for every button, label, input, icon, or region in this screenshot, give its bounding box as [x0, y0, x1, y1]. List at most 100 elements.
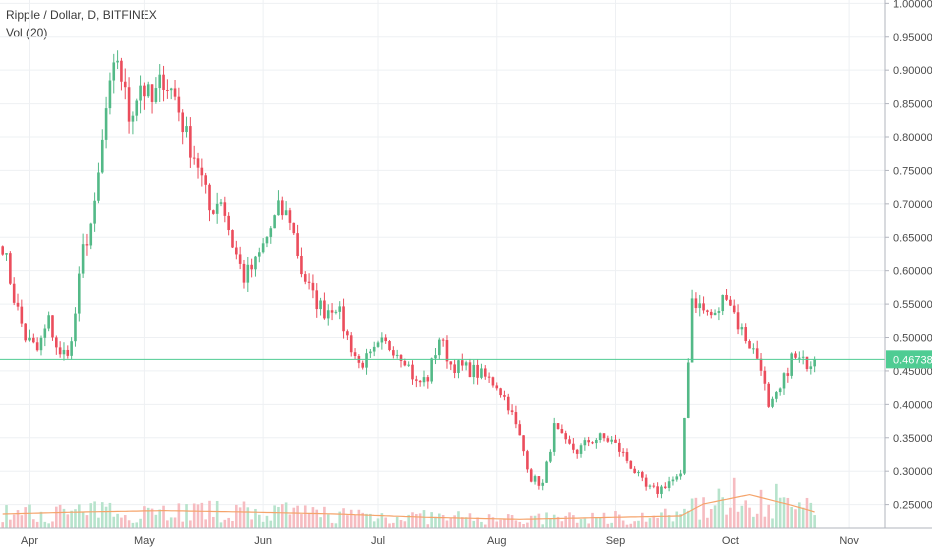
candle-body — [311, 282, 315, 291]
candle-body — [713, 312, 717, 316]
candle-body — [453, 364, 456, 373]
volume-bar — [671, 521, 675, 528]
candle-body — [384, 337, 387, 342]
x-tick-label: May — [134, 535, 155, 547]
volume-bar — [618, 514, 621, 528]
candle-body — [438, 339, 441, 356]
volume-bar — [775, 483, 778, 528]
volume-bar — [258, 514, 261, 528]
candle-body — [602, 433, 606, 439]
volume-bar — [399, 520, 403, 528]
y-tick-label: 0.60000 — [893, 266, 932, 278]
volume-bar — [273, 505, 276, 528]
volume-bar — [330, 522, 334, 528]
volume-bar — [39, 511, 43, 528]
candle-body — [468, 362, 472, 378]
volume-bar — [380, 513, 384, 528]
volume-bar — [66, 514, 70, 528]
volume-bar — [529, 515, 533, 528]
candle-body — [457, 360, 460, 373]
volume-bar — [759, 489, 763, 528]
volume-bar — [192, 503, 196, 528]
volume-bar — [679, 514, 682, 528]
volume-bar — [51, 521, 54, 528]
volume-bar — [334, 523, 338, 528]
candle-body — [28, 337, 31, 341]
candle-body — [667, 481, 671, 488]
volume-bar — [395, 516, 399, 528]
volume-bar — [660, 512, 663, 528]
candle-body — [9, 253, 12, 284]
volume-bar — [648, 518, 652, 528]
candle-body — [683, 417, 686, 474]
time-axis: Apr May Jun Jul Aug Sep Oct Nov — [21, 535, 859, 547]
volume-bar — [706, 517, 709, 528]
candle-body — [698, 303, 702, 309]
y-tick-label: 0.55000 — [893, 299, 932, 311]
candle-body — [20, 306, 24, 324]
volume-bar — [629, 523, 633, 528]
volume-bar — [231, 521, 234, 528]
candle-body — [564, 433, 567, 440]
volume-bar — [292, 507, 296, 528]
candle-body — [813, 359, 816, 367]
y-tick-label: 0.35000 — [893, 433, 932, 445]
candle-body — [771, 398, 774, 407]
candle-body — [690, 298, 694, 363]
y-tick-label: 0.25000 — [893, 500, 932, 512]
candle-body — [709, 311, 713, 316]
candle-body — [491, 377, 495, 386]
volume-bar — [280, 504, 284, 528]
candle-body — [131, 115, 135, 122]
candle-body — [112, 62, 116, 81]
candle-body — [296, 233, 299, 256]
candle-body — [97, 172, 100, 201]
candle-body — [675, 476, 679, 480]
candle-body — [752, 348, 755, 350]
volume-bar — [564, 515, 567, 528]
volume-bar — [568, 512, 571, 528]
candle-body — [288, 210, 292, 223]
volume-bar — [326, 514, 330, 528]
volume-bar — [357, 509, 361, 528]
volume-bar — [514, 520, 518, 528]
candle-body — [679, 473, 682, 477]
volume-bar — [77, 504, 81, 528]
volume-bar — [430, 512, 433, 528]
candle-body — [782, 373, 786, 389]
volume-bar — [503, 518, 506, 528]
volume-bar — [610, 522, 613, 528]
volume-bar — [5, 505, 8, 528]
candle-body — [338, 306, 342, 312]
volume-bar — [269, 520, 273, 528]
candle-body — [58, 347, 62, 355]
candle-body — [610, 439, 613, 442]
candle-body — [514, 412, 518, 425]
volume-bar — [173, 517, 177, 528]
candle-body — [93, 200, 96, 224]
candle-body — [464, 362, 468, 366]
y-tick-label: 0.30000 — [893, 466, 932, 478]
volume-bar — [146, 507, 150, 528]
candle-body — [35, 342, 39, 351]
volume-bar — [667, 515, 671, 528]
volume-bar — [177, 503, 181, 528]
volume-bar — [303, 505, 307, 528]
candle-body — [729, 299, 732, 306]
volume-bar — [35, 521, 39, 528]
volume-bar — [104, 506, 108, 528]
candle-body — [334, 311, 338, 313]
candle-body — [579, 445, 583, 454]
candle-body — [430, 358, 433, 382]
candle-body — [549, 451, 552, 462]
volume-bar — [495, 521, 499, 528]
volume-bar — [552, 514, 556, 528]
volume-bar — [215, 500, 219, 528]
volume-bar — [89, 503, 93, 528]
volume-bar — [288, 514, 292, 528]
volume-bar — [579, 519, 583, 528]
candle-body — [200, 167, 204, 176]
candle-body — [388, 341, 391, 351]
volume-bar — [549, 518, 552, 528]
